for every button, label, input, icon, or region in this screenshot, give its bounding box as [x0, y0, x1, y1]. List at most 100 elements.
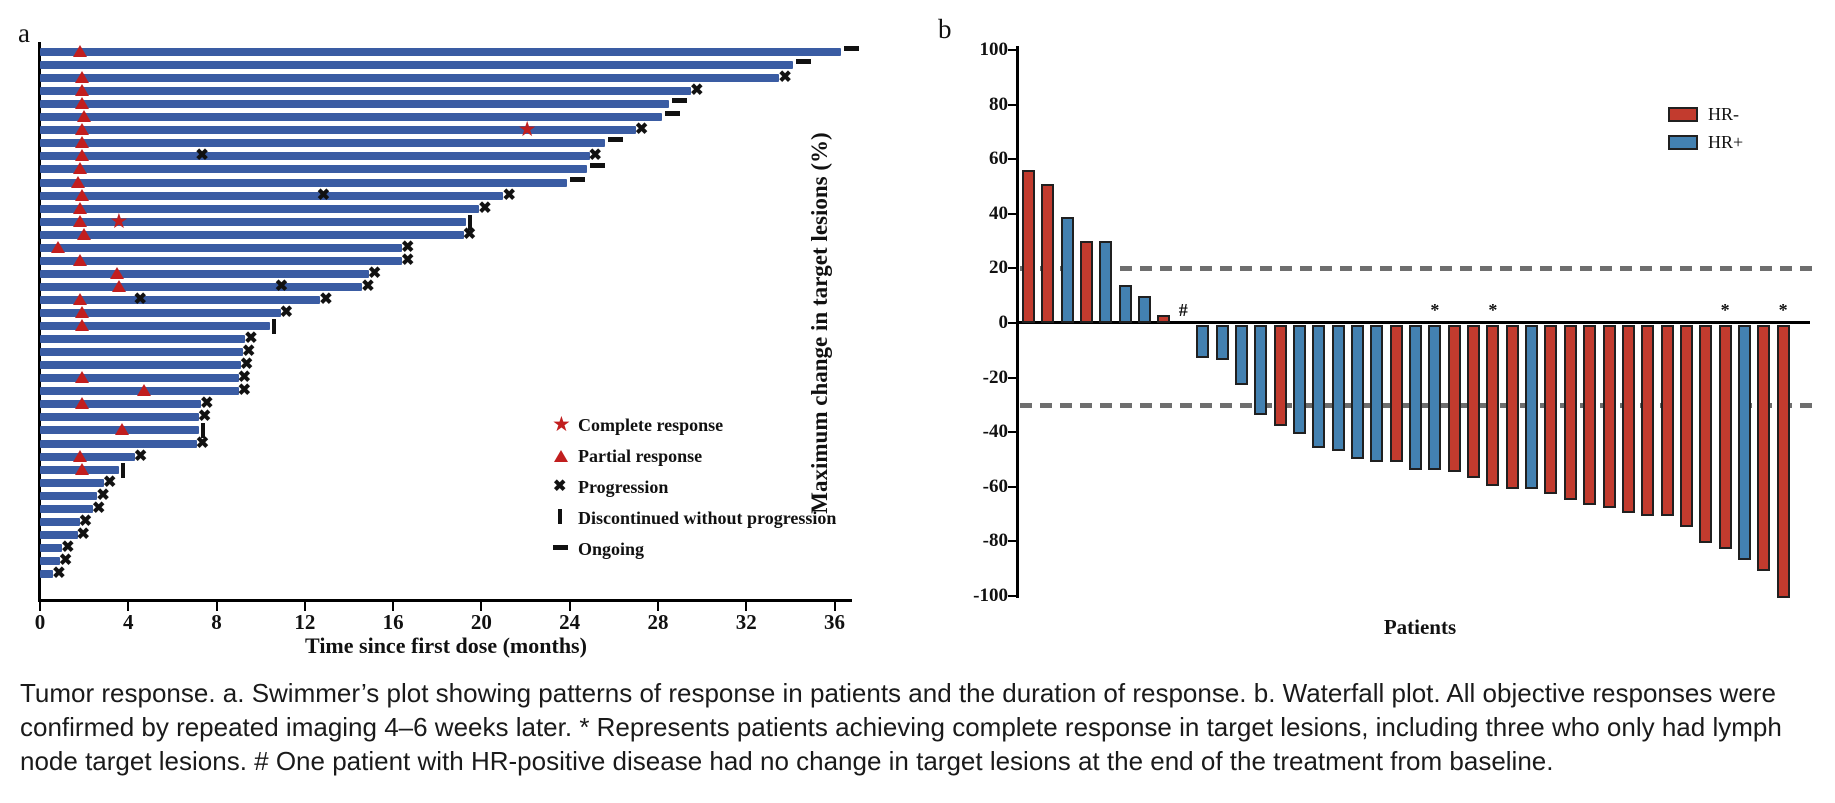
legend-item-triangle: Partial response: [552, 445, 852, 471]
partial-response-marker: [72, 162, 87, 175]
swimmer-bar: [40, 282, 363, 291]
partial-response-marker: [74, 136, 89, 149]
progression-end-marker: ✖: [400, 238, 415, 256]
swimmer-bar: [40, 269, 369, 278]
swimmer-bar: [40, 309, 281, 317]
swimmer-bar: [40, 504, 93, 513]
swimmer-bar: [40, 100, 669, 109]
waterfall-bar-hrpos: [1234, 325, 1248, 386]
waterfall-bar-hrpos: [1292, 325, 1306, 435]
legend-item-x: ✖ Progression: [552, 476, 852, 502]
caption-line-3: node target lesions. # One patient with …: [20, 746, 1554, 776]
swimmer-x-tick: [568, 602, 571, 611]
progression-end-marker: ✖: [690, 82, 704, 100]
progression-end-marker: ✖: [78, 512, 93, 530]
progression-end-marker: ✖: [58, 551, 73, 569]
swimmer-x-tick-label: 24: [559, 610, 581, 634]
reference-line-20: [1020, 266, 1818, 272]
swimmer-bar: [40, 335, 246, 344]
swimmer-bar: [40, 113, 663, 122]
progression-end-marker: ✖: [244, 330, 258, 348]
partial-response-marker: [114, 423, 129, 436]
legend-item-label: Discontinued without progression: [578, 508, 837, 528]
swimmer-bar: [40, 256, 402, 265]
progression-marker: ✖: [274, 277, 289, 295]
partial-response-marker: [74, 123, 89, 136]
swimmer-x-tick: [833, 602, 836, 611]
waterfall-y-tick: [1008, 158, 1016, 161]
partial-response-marker: [72, 253, 87, 266]
waterfall-bar-hrpos: [1138, 295, 1152, 323]
waterfall-y-tick: [1008, 485, 1016, 488]
swimmer-x-tick-label: 20: [470, 610, 492, 634]
waterfall-bar-hrpos: [1312, 325, 1326, 448]
waterfall-bar-hrneg: [1679, 325, 1693, 528]
swimmer-x-tick-label: 0: [34, 610, 46, 634]
waterfall-y-tick-label: 80: [989, 93, 1008, 115]
progression-end-marker: ✖: [462, 225, 477, 243]
progression-end-marker: ✖: [103, 473, 117, 491]
waterfall-bar-hrneg: [1467, 325, 1481, 478]
swimmer-bar: [40, 295, 321, 304]
complete-response-note: *: [1430, 300, 1440, 320]
progression-end-marker: ✖: [96, 486, 110, 504]
complete-response-marker: ★: [517, 117, 537, 142]
swimmer-bar: [40, 165, 588, 174]
progression-end-marker: ✖: [478, 199, 492, 217]
swimmer-bar: [40, 139, 605, 148]
waterfall-bar-hrneg: [1621, 325, 1635, 514]
legend-swatch-HRneg: [1668, 107, 1698, 122]
swimmer-x-tick-label: 16: [382, 610, 404, 634]
complete-response-icon: ★: [552, 412, 571, 436]
partial-response-marker: [110, 266, 125, 279]
swimmer-bar: [40, 361, 241, 370]
partial-response-marker: [136, 384, 151, 397]
ongoing-marker: [665, 111, 681, 117]
swimmer-bar: [40, 230, 464, 239]
progression-end-marker: ✖: [237, 369, 252, 387]
progression-icon: ✖: [553, 478, 567, 495]
progression-end-marker: ✖: [200, 395, 214, 413]
partial-response-marker: [72, 214, 87, 227]
progression-marker: ✖: [316, 186, 331, 204]
swimmer-x-tick: [392, 602, 395, 611]
waterfall-bar-hrneg: [1563, 325, 1577, 500]
swimmer-x-tick-label: 32: [735, 610, 757, 634]
progression-end-marker: ✖: [588, 147, 602, 165]
no-change-note: #: [1178, 300, 1188, 320]
progression-end-marker: ✖: [400, 251, 415, 269]
swimmer-bar: [40, 413, 199, 422]
waterfall-bar-hrpos: [1370, 325, 1384, 462]
swimmer-x-tick-label: 4: [123, 610, 134, 634]
waterfall-bar-hrneg: [1505, 325, 1519, 489]
legend-label-HRpos: HR+: [1708, 132, 1744, 152]
progression-end-marker: ✖: [237, 382, 252, 400]
legend-item-label: Complete response: [578, 415, 724, 435]
waterfall-bar-hrpos: [1737, 325, 1751, 560]
discontinued-icon: [558, 509, 562, 524]
progression-end-marker: ✖: [279, 304, 293, 321]
swimmer-bar: [40, 61, 793, 70]
swimmer-bar: [40, 570, 54, 578]
partial-response-marker: [74, 462, 89, 475]
progression-end-marker: ✖: [52, 565, 66, 582]
waterfall-bar-hrneg: [1389, 325, 1403, 462]
waterfall-y-tick-label: -40: [982, 421, 1008, 443]
waterfall-bar-hrneg: [1486, 325, 1500, 487]
swimmer-bar: [40, 530, 78, 539]
waterfall-bar-hrneg: [1776, 325, 1790, 598]
progression-end-marker: ✖: [634, 121, 649, 139]
swimmer-bar: [40, 74, 780, 83]
ongoing-marker: [795, 59, 811, 65]
waterfall-y-tick-label: 0: [998, 312, 1009, 333]
waterfall-y-tick-label: 60: [989, 148, 1008, 170]
partial-response-marker: [72, 449, 87, 462]
swimmer-bar: [40, 87, 692, 96]
progression-end-marker: ✖: [91, 499, 106, 517]
ongoing-marker: [671, 98, 687, 104]
legend-item-vbar: Discontinued without progression: [552, 507, 852, 533]
progression-end-marker: ✖: [242, 343, 256, 361]
waterfall-y-tick: [1008, 322, 1016, 324]
partial-response-marker: [77, 227, 92, 240]
